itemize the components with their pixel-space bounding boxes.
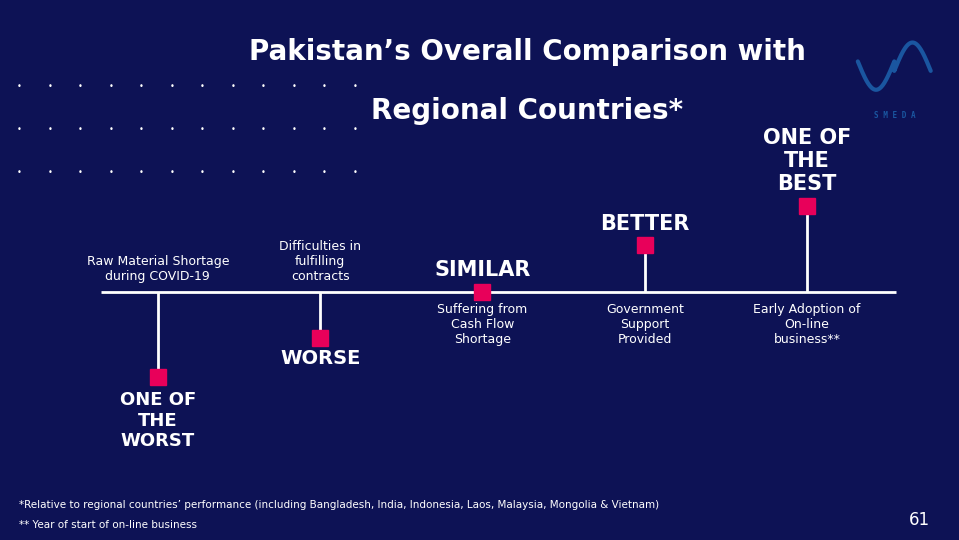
Text: •: • xyxy=(261,125,266,134)
Text: •: • xyxy=(139,168,144,177)
Text: Pakistan’s Overall Comparison with: Pakistan’s Overall Comparison with xyxy=(249,38,806,66)
Text: •: • xyxy=(78,82,82,91)
Text: •: • xyxy=(16,82,22,91)
Text: •: • xyxy=(292,168,296,177)
Text: •: • xyxy=(108,125,113,134)
Text: *Relative to regional countries’ performance (including Bangladesh, India, Indon: *Relative to regional countries’ perform… xyxy=(19,500,659,510)
Text: •: • xyxy=(230,168,235,177)
Text: •: • xyxy=(47,125,52,134)
Text: •: • xyxy=(16,168,22,177)
Text: •: • xyxy=(292,82,296,91)
Text: Regional Countries*: Regional Countries* xyxy=(371,97,684,125)
Text: Government
Support
Provided: Government Support Provided xyxy=(606,303,684,346)
Text: ONE OF
THE
WORST: ONE OF THE WORST xyxy=(120,391,196,450)
Text: •: • xyxy=(352,125,358,134)
Text: •: • xyxy=(352,168,358,177)
Text: •: • xyxy=(139,125,144,134)
Text: •: • xyxy=(322,168,327,177)
Text: 61: 61 xyxy=(909,511,930,529)
Text: •: • xyxy=(292,125,296,134)
Text: •: • xyxy=(108,82,113,91)
Text: •: • xyxy=(199,168,204,177)
Text: Raw Material Shortage
during COVID-19: Raw Material Shortage during COVID-19 xyxy=(86,255,229,284)
Text: •: • xyxy=(16,125,22,134)
Text: •: • xyxy=(78,125,82,134)
Text: •: • xyxy=(261,82,266,91)
Text: •: • xyxy=(230,82,235,91)
Text: •: • xyxy=(322,82,327,91)
Text: •: • xyxy=(230,125,235,134)
Text: •: • xyxy=(78,168,82,177)
Text: •: • xyxy=(47,168,52,177)
Text: S M E D A: S M E D A xyxy=(874,111,916,120)
Text: ** Year of start of on-line business: ** Year of start of on-line business xyxy=(19,520,198,530)
Text: Early Adoption of
On-line
business**: Early Adoption of On-line business** xyxy=(754,303,861,346)
Text: •: • xyxy=(170,125,175,134)
Text: WORSE: WORSE xyxy=(280,349,361,368)
Text: Suffering from
Cash Flow
Shortage: Suffering from Cash Flow Shortage xyxy=(437,303,527,346)
Text: •: • xyxy=(199,125,204,134)
Text: •: • xyxy=(261,168,266,177)
Text: Difficulties in
fulfilling
contracts: Difficulties in fulfilling contracts xyxy=(279,240,362,284)
Text: •: • xyxy=(352,82,358,91)
Text: •: • xyxy=(170,82,175,91)
Text: ONE OF
THE
BEST: ONE OF THE BEST xyxy=(762,128,852,194)
Text: •: • xyxy=(322,125,327,134)
Text: •: • xyxy=(170,168,175,177)
Text: SIMILAR: SIMILAR xyxy=(434,260,530,280)
Text: •: • xyxy=(108,168,113,177)
Text: •: • xyxy=(199,82,204,91)
Text: •: • xyxy=(47,82,52,91)
Text: BETTER: BETTER xyxy=(600,214,690,234)
Text: •: • xyxy=(139,82,144,91)
